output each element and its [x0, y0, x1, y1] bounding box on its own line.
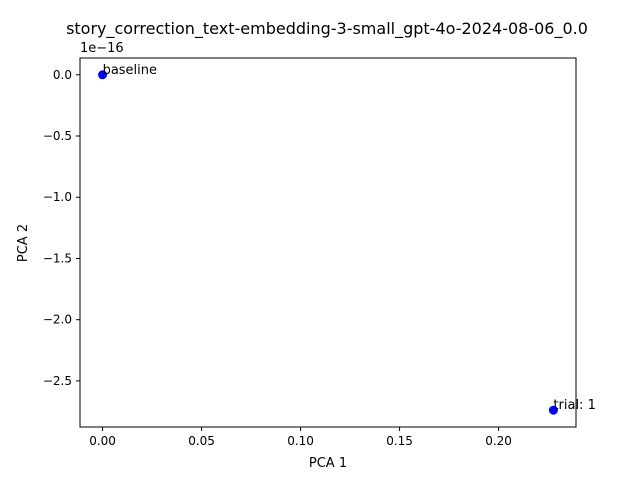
y-axis-ticks: 0.0 −0.5 −1.0 −1.5 −2.0 −2.5: [43, 68, 80, 388]
y-tick-label: −1.0: [43, 190, 72, 204]
x-tick-label: 0.00: [89, 434, 116, 448]
data-point: [98, 70, 108, 80]
chart-title: story_correction_text-embedding-3-small_…: [66, 19, 588, 39]
plot-area: 0.00 0.05 0.10 0.15 0.20 0.0 −0.5 −1.0 −1.5 −2.0…: [43, 57, 596, 448]
y-axis-label: PCA 2: [16, 224, 31, 262]
x-axis-label: PCA 1: [309, 456, 347, 471]
x-tick-label: 0.05: [188, 434, 215, 448]
plot-frame: [79, 57, 577, 428]
data-point: [548, 405, 558, 415]
data-point-label: baseline: [103, 63, 157, 78]
data-point-label: trial: 1: [553, 398, 595, 413]
x-tick-label: 0.15: [386, 434, 413, 448]
x-tick-label: 0.10: [287, 434, 314, 448]
x-tick-label: 0.20: [485, 434, 512, 448]
data-points: baseline trial: 1: [98, 63, 596, 415]
y-tick-label: −1.5: [43, 251, 72, 265]
x-axis-ticks: 0.00 0.05 0.10 0.15 0.20: [89, 427, 512, 448]
y-tick-label: 0.0: [53, 68, 72, 82]
y-tick-label: −0.5: [43, 129, 72, 143]
y-tick-label: −2.5: [43, 374, 72, 388]
y-axis-offset-label: 1e−16: [80, 41, 124, 56]
y-tick-label: −2.0: [43, 313, 72, 327]
